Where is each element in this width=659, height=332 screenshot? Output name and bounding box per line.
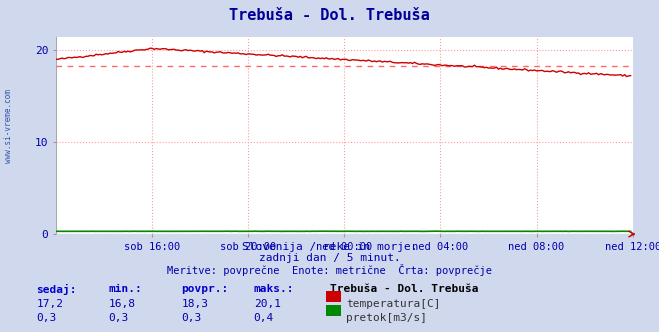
Text: 0,3: 0,3: [109, 313, 129, 323]
Text: temperatura[C]: temperatura[C]: [346, 299, 440, 309]
Text: maks.:: maks.:: [254, 284, 294, 294]
Text: 16,8: 16,8: [109, 299, 136, 309]
Text: sedaj:: sedaj:: [36, 284, 76, 295]
Text: www.si-vreme.com: www.si-vreme.com: [4, 89, 13, 163]
Text: Slovenija / reke in morje.: Slovenija / reke in morje.: [242, 242, 417, 252]
Text: povpr.:: povpr.:: [181, 284, 229, 294]
Text: Trebuša - Dol. Trebuša: Trebuša - Dol. Trebuša: [229, 8, 430, 23]
Text: min.:: min.:: [109, 284, 142, 294]
Text: Trebuša - Dol. Trebuša: Trebuša - Dol. Trebuša: [330, 284, 478, 294]
Text: Meritve: povprečne  Enote: metrične  Črta: povprečje: Meritve: povprečne Enote: metrične Črta:…: [167, 264, 492, 276]
Text: 0,3: 0,3: [36, 313, 57, 323]
Text: zadnji dan / 5 minut.: zadnji dan / 5 minut.: [258, 253, 401, 263]
Text: 17,2: 17,2: [36, 299, 63, 309]
Text: 20,1: 20,1: [254, 299, 281, 309]
Text: 0,4: 0,4: [254, 313, 274, 323]
Text: 0,3: 0,3: [181, 313, 202, 323]
Text: pretok[m3/s]: pretok[m3/s]: [346, 313, 427, 323]
Text: 18,3: 18,3: [181, 299, 208, 309]
